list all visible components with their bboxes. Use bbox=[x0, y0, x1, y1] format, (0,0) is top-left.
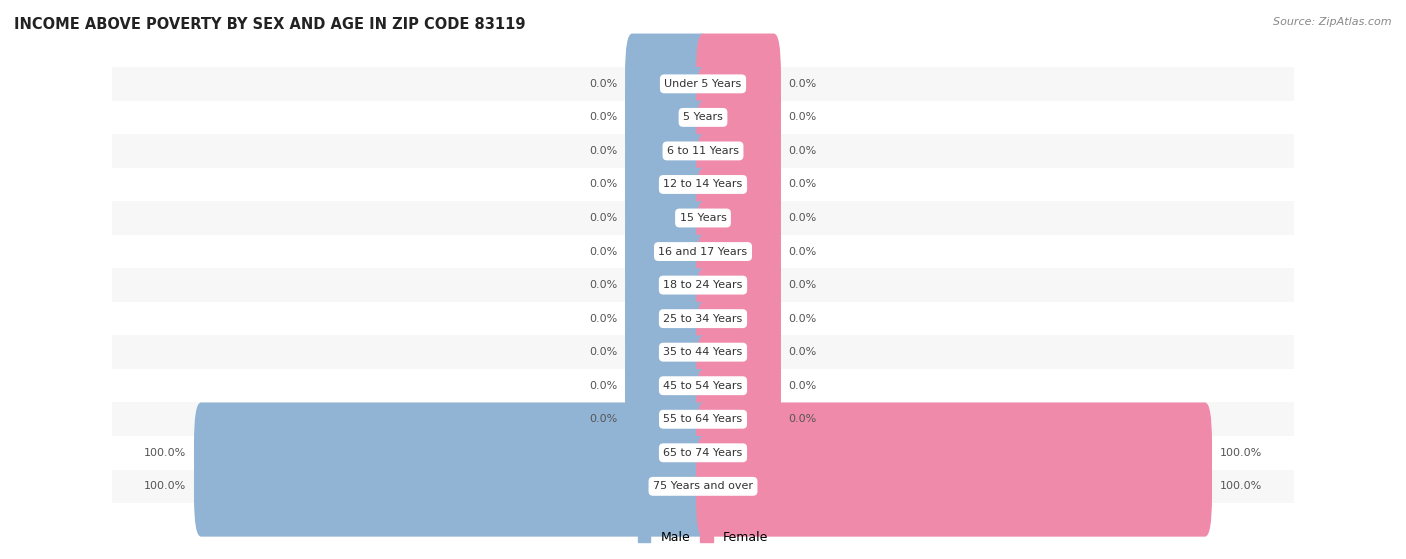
Bar bbox=[112, 235, 1294, 268]
Text: 25 to 34 Years: 25 to 34 Years bbox=[664, 314, 742, 324]
Text: 0.0%: 0.0% bbox=[589, 247, 617, 257]
Text: 18 to 24 Years: 18 to 24 Years bbox=[664, 280, 742, 290]
Text: Source: ZipAtlas.com: Source: ZipAtlas.com bbox=[1274, 17, 1392, 27]
Text: 16 and 17 Years: 16 and 17 Years bbox=[658, 247, 748, 257]
Bar bbox=[112, 369, 1294, 402]
FancyBboxPatch shape bbox=[696, 302, 780, 402]
FancyBboxPatch shape bbox=[696, 369, 780, 470]
Text: 55 to 64 Years: 55 to 64 Years bbox=[664, 414, 742, 424]
FancyBboxPatch shape bbox=[696, 335, 780, 436]
Bar bbox=[112, 470, 1294, 503]
Text: 0.0%: 0.0% bbox=[589, 381, 617, 391]
FancyBboxPatch shape bbox=[696, 168, 780, 268]
FancyBboxPatch shape bbox=[626, 201, 710, 302]
Text: 5 Years: 5 Years bbox=[683, 112, 723, 122]
Text: 0.0%: 0.0% bbox=[589, 179, 617, 190]
FancyBboxPatch shape bbox=[194, 436, 710, 537]
Text: 0.0%: 0.0% bbox=[589, 347, 617, 357]
Text: 65 to 74 Years: 65 to 74 Years bbox=[664, 448, 742, 458]
Text: 12 to 14 Years: 12 to 14 Years bbox=[664, 179, 742, 190]
Text: 0.0%: 0.0% bbox=[589, 314, 617, 324]
Text: 100.0%: 100.0% bbox=[1219, 481, 1263, 491]
Text: 100.0%: 100.0% bbox=[143, 448, 187, 458]
Text: 0.0%: 0.0% bbox=[789, 381, 817, 391]
Text: 100.0%: 100.0% bbox=[143, 481, 187, 491]
Bar bbox=[112, 134, 1294, 168]
Text: 75 Years and over: 75 Years and over bbox=[652, 481, 754, 491]
FancyBboxPatch shape bbox=[626, 235, 710, 335]
Text: 0.0%: 0.0% bbox=[789, 213, 817, 223]
FancyBboxPatch shape bbox=[626, 168, 710, 268]
Text: 45 to 54 Years: 45 to 54 Years bbox=[664, 381, 742, 391]
Bar bbox=[112, 436, 1294, 470]
FancyBboxPatch shape bbox=[696, 34, 780, 134]
Text: 6 to 11 Years: 6 to 11 Years bbox=[666, 146, 740, 156]
FancyBboxPatch shape bbox=[626, 335, 710, 436]
Text: 0.0%: 0.0% bbox=[789, 247, 817, 257]
Text: 0.0%: 0.0% bbox=[789, 347, 817, 357]
Text: 0.0%: 0.0% bbox=[789, 314, 817, 324]
FancyBboxPatch shape bbox=[626, 369, 710, 470]
Text: Under 5 Years: Under 5 Years bbox=[665, 79, 741, 89]
FancyBboxPatch shape bbox=[696, 134, 780, 235]
Text: 0.0%: 0.0% bbox=[589, 213, 617, 223]
FancyBboxPatch shape bbox=[626, 101, 710, 201]
Bar bbox=[112, 402, 1294, 436]
FancyBboxPatch shape bbox=[696, 436, 1212, 537]
Text: 0.0%: 0.0% bbox=[789, 414, 817, 424]
FancyBboxPatch shape bbox=[696, 201, 780, 302]
FancyBboxPatch shape bbox=[626, 134, 710, 235]
Text: 0.0%: 0.0% bbox=[589, 146, 617, 156]
FancyBboxPatch shape bbox=[696, 235, 780, 335]
FancyBboxPatch shape bbox=[626, 268, 710, 369]
Bar bbox=[112, 335, 1294, 369]
Text: 0.0%: 0.0% bbox=[789, 79, 817, 89]
Text: 15 Years: 15 Years bbox=[679, 213, 727, 223]
Text: 100.0%: 100.0% bbox=[1219, 448, 1263, 458]
Text: 0.0%: 0.0% bbox=[789, 280, 817, 290]
Text: 35 to 44 Years: 35 to 44 Years bbox=[664, 347, 742, 357]
Text: 0.0%: 0.0% bbox=[589, 112, 617, 122]
FancyBboxPatch shape bbox=[626, 302, 710, 402]
FancyBboxPatch shape bbox=[696, 268, 780, 369]
FancyBboxPatch shape bbox=[696, 67, 780, 168]
Bar bbox=[112, 67, 1294, 101]
Bar bbox=[112, 268, 1294, 302]
FancyBboxPatch shape bbox=[696, 402, 1212, 503]
Bar bbox=[112, 168, 1294, 201]
Text: 0.0%: 0.0% bbox=[789, 112, 817, 122]
FancyBboxPatch shape bbox=[194, 402, 710, 503]
Text: 0.0%: 0.0% bbox=[589, 280, 617, 290]
FancyBboxPatch shape bbox=[696, 101, 780, 201]
FancyBboxPatch shape bbox=[626, 34, 710, 134]
Text: 0.0%: 0.0% bbox=[589, 79, 617, 89]
Text: 0.0%: 0.0% bbox=[789, 179, 817, 190]
Legend: Male, Female: Male, Female bbox=[633, 526, 773, 549]
Bar bbox=[112, 302, 1294, 335]
FancyBboxPatch shape bbox=[626, 67, 710, 168]
Text: 0.0%: 0.0% bbox=[589, 414, 617, 424]
Bar bbox=[112, 101, 1294, 134]
Text: INCOME ABOVE POVERTY BY SEX AND AGE IN ZIP CODE 83119: INCOME ABOVE POVERTY BY SEX AND AGE IN Z… bbox=[14, 17, 526, 32]
Bar bbox=[112, 201, 1294, 235]
Text: 0.0%: 0.0% bbox=[789, 146, 817, 156]
